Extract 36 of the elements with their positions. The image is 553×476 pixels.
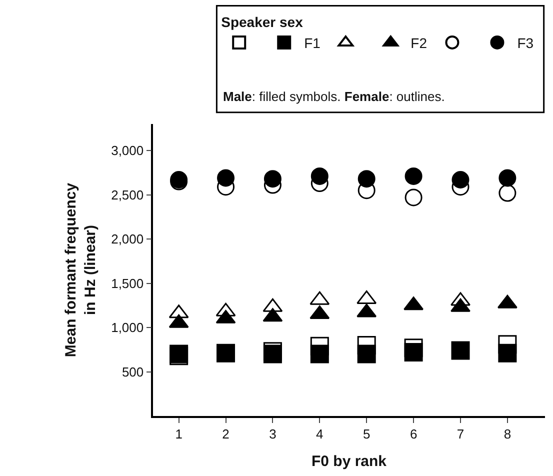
x-axis-title: F0 by rank xyxy=(311,452,388,470)
x-tick-label: 8 xyxy=(504,426,512,442)
x-tick-label: 6 xyxy=(410,426,418,442)
y-axis-title: Mean formant frequency in Hz (linear) xyxy=(62,182,99,358)
legend-title: Speaker sex xyxy=(221,14,304,30)
legend-label: F2 xyxy=(410,34,428,51)
point xyxy=(452,171,470,188)
x-tick-label: 4 xyxy=(316,426,324,442)
x-tick-label: 5 xyxy=(362,426,370,442)
legend-label: F3 xyxy=(517,34,534,51)
point xyxy=(358,170,376,188)
point xyxy=(217,169,235,187)
point xyxy=(498,184,516,202)
point xyxy=(310,167,328,185)
y-tick-label: 2,000 xyxy=(111,232,144,247)
y-tick-label: 3,000 xyxy=(111,143,144,158)
y-tick-label: 500 xyxy=(122,364,144,380)
point xyxy=(404,188,422,206)
point xyxy=(404,343,423,362)
x-tick-label: 7 xyxy=(456,426,464,442)
x-tick-label: 3 xyxy=(269,426,276,442)
y-tick-label: 1,500 xyxy=(111,276,144,291)
point xyxy=(404,167,422,185)
y-tick-label: 1,000 xyxy=(111,320,144,336)
point xyxy=(310,344,329,364)
point xyxy=(451,341,470,360)
point xyxy=(498,344,517,362)
x-tick-label: 1 xyxy=(175,426,182,442)
point xyxy=(264,170,282,188)
point xyxy=(498,169,516,187)
text: Male: filled symbols. Female: outlines. xyxy=(223,89,445,104)
legend-label: F1 xyxy=(304,34,321,51)
y-tick-label: 2,500 xyxy=(111,187,144,202)
x-tick-label: 2 xyxy=(222,426,230,442)
point xyxy=(357,344,376,364)
point xyxy=(216,344,236,362)
